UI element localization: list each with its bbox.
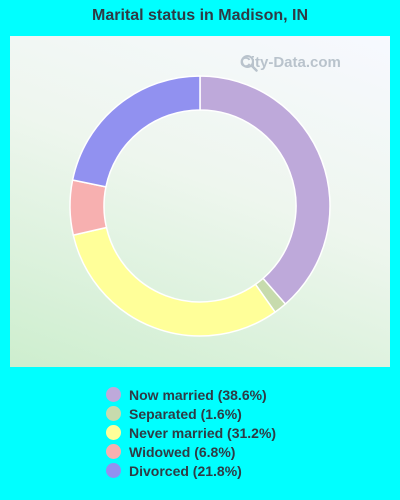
watermark-text: City-Data.com <box>240 54 341 71</box>
legend-label: Separated (1.6%) <box>129 405 242 422</box>
magnifier-icon <box>241 55 258 72</box>
legend-label: Now married (38.6%) <box>129 386 267 403</box>
chart-title: Marital status in Madison, IN <box>91 7 309 24</box>
watermark: City-Data.com <box>240 54 341 72</box>
donut-slice-widowed <box>69 179 108 237</box>
donut-slice-divorced <box>71 75 201 188</box>
legend-swatch <box>106 463 121 478</box>
chart-panel: City-Data.com <box>10 36 390 367</box>
legend-swatch <box>106 387 121 402</box>
legend-swatch <box>106 425 121 440</box>
legend-item-separated: Separated (1.6%) <box>106 404 276 423</box>
donut-slice-never-married <box>72 226 277 337</box>
legend-label: Never married (31.2%) <box>129 424 277 441</box>
chart-legend: Now married (38.6%) Separated (1.6%) Never… <box>106 385 276 480</box>
legend-label: Widowed (6.8%) <box>129 443 236 460</box>
legend-item-now-married: Now married (38.6%) <box>106 385 276 404</box>
legend-swatch <box>106 444 121 459</box>
legend-label: Divorced (21.8%) <box>129 462 242 479</box>
legend-item-divorced: Divorced (21.8%) <box>106 461 276 480</box>
legend-item-widowed: Widowed (6.8%) <box>106 442 276 461</box>
donut-chart <box>69 75 331 337</box>
legend-item-never-married: Never married (31.2%) <box>106 423 276 442</box>
legend-swatch <box>106 406 121 421</box>
donut-slice-now-married <box>199 75 331 306</box>
